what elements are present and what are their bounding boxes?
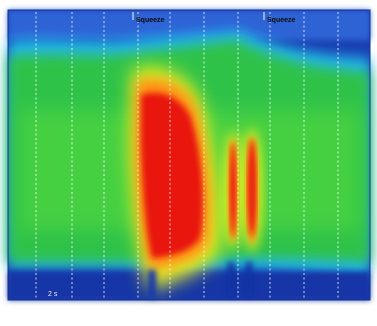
time-scale-label: 2 s (48, 291, 58, 298)
plot-frame (7, 9, 371, 301)
lower-blue-zone (8, 272, 370, 300)
event-marker-2: Squeeze (263, 12, 296, 24)
squeeze-region-1 (130, 66, 222, 290)
squeeze-region-2 (224, 128, 262, 252)
event-marker-label: Squeeze (136, 17, 165, 24)
event-marker-label: Squeeze (267, 17, 296, 24)
event-marker-1: Squeeze (132, 12, 165, 24)
gridlines (35, 12, 339, 300)
lower-streaks (148, 262, 252, 298)
